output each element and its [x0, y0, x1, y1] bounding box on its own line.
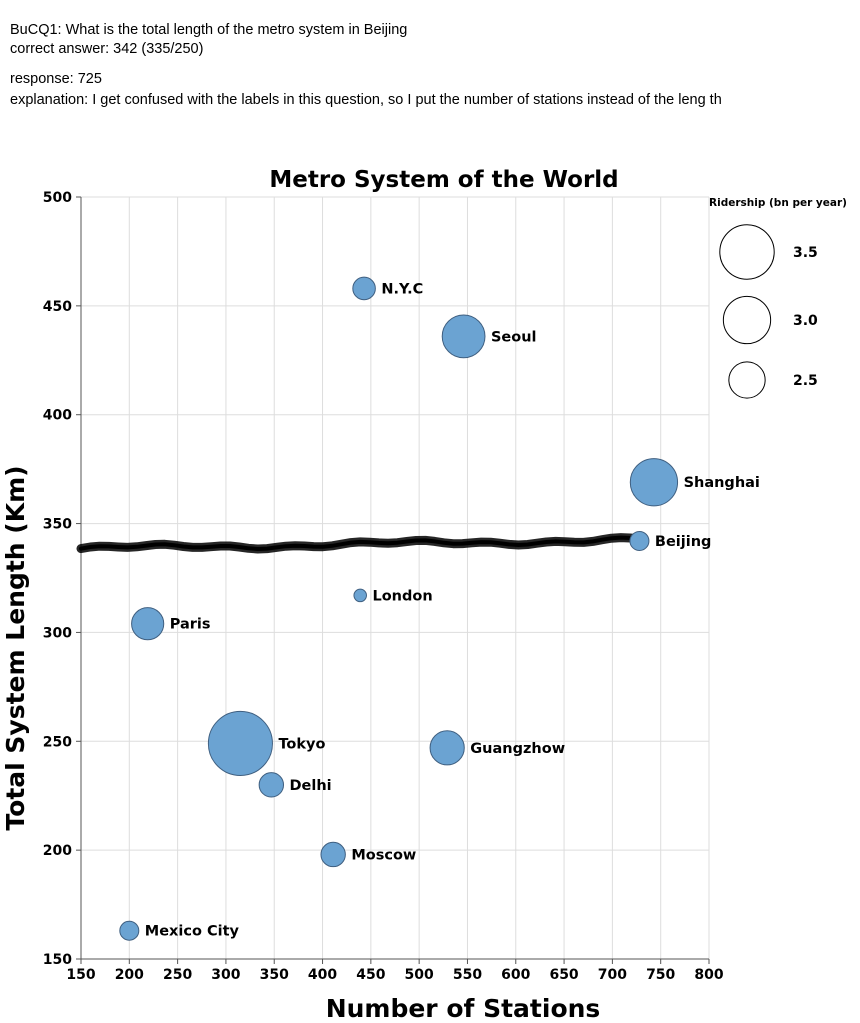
point-beijing — [629, 530, 650, 551]
legend-size-circle — [719, 224, 775, 280]
size-legend: Ridership (bn per year) 3.5 3.0 2.5 — [709, 197, 847, 399]
y-tick-label: 400 — [43, 408, 72, 424]
point-label: Beijing — [655, 534, 712, 550]
x-tick-label: 550 — [453, 967, 482, 983]
legend-size-label: 3.5 — [793, 245, 818, 261]
point-label: Delhi — [290, 778, 332, 794]
x-tick-label: 350 — [260, 967, 289, 983]
point-label: N.Y.C — [381, 281, 423, 297]
x-tick-label: 600 — [501, 967, 530, 983]
y-tick-label: 250 — [43, 734, 72, 750]
grid — [80, 196, 710, 960]
point-label: Guangzhow — [470, 741, 565, 757]
x-tick-label: 700 — [598, 967, 627, 983]
x-tick-label: 400 — [308, 967, 337, 983]
x-tick-label: 300 — [211, 967, 240, 983]
point-guangzhow — [429, 730, 465, 766]
point-label: Paris — [170, 617, 211, 633]
point-label: Tokyo — [278, 736, 325, 752]
point-seoul — [441, 314, 486, 359]
x-tick-label: 450 — [356, 967, 385, 983]
explanation-text: explanation: I get confused with the lab… — [10, 92, 722, 108]
chart-title: Metro System of the World — [269, 167, 618, 193]
point-london — [353, 588, 367, 603]
correct-answer-text: correct answer: 342 (335/250) — [10, 41, 204, 57]
legend-size-label: 2.5 — [793, 373, 818, 389]
axes: 150 200 250 300 350 400 450 500 550 600 650 700 750 8… — [43, 190, 724, 983]
x-tick-label: 500 — [405, 967, 434, 983]
legend-title: Ridership (bn per year) — [709, 197, 847, 209]
x-tick-label: 800 — [694, 967, 723, 983]
point-mexico-city — [119, 920, 140, 941]
legend-size-label: 3.0 — [793, 313, 818, 329]
x-tick-label: 650 — [549, 967, 578, 983]
point-label: Mexico City — [145, 924, 240, 940]
point-moscow — [320, 841, 346, 868]
point-label: London — [372, 588, 432, 604]
x-tick-label: 250 — [163, 967, 192, 983]
legend-size-circle — [728, 361, 766, 399]
y-tick-label: 300 — [43, 625, 72, 641]
point-label: Moscow — [351, 847, 416, 863]
legend-size-circle — [722, 295, 772, 345]
point-paris — [131, 607, 165, 641]
y-tick-label: 350 — [43, 517, 72, 533]
point-label: Shanghai — [684, 475, 760, 491]
response-text: response: 725 — [10, 71, 102, 87]
point-tokyo — [207, 710, 273, 776]
y-tick-label: 500 — [43, 190, 72, 206]
y-tick-label: 450 — [43, 299, 72, 315]
y-tick-label: 150 — [43, 952, 72, 968]
y-axis-label: Total System Length (Km) — [1, 465, 30, 830]
hand-drawn-line — [76, 533, 644, 554]
point-delhi — [258, 772, 285, 798]
x-tick-label: 200 — [115, 967, 144, 983]
question-text: BuCQ1: What is the total length of the m… — [10, 22, 408, 38]
x-axis-label: Number of Stations — [326, 994, 601, 1023]
x-tick-label: 150 — [66, 967, 95, 983]
y-tick-label: 200 — [43, 843, 72, 859]
annotation-line-core — [79, 535, 642, 552]
point-n-y-c — [352, 276, 376, 301]
point-shanghai — [629, 458, 679, 507]
point-label: Seoul — [491, 329, 537, 345]
x-tick-label: 750 — [646, 967, 675, 983]
data-points: N.Y.C Seoul Shanghai Beijing London Paris Toky… — [119, 276, 760, 941]
